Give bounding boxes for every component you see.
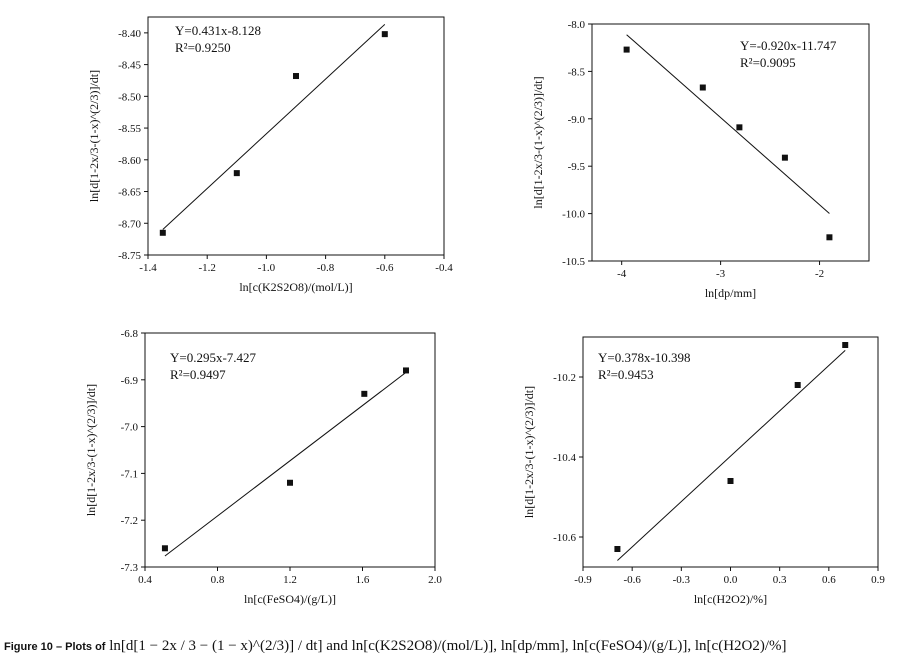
- chart-1-y-tick-label: -8.45: [118, 60, 141, 72]
- chart-4-annotation: R²=0.9453: [598, 367, 654, 382]
- chart-4-y-tick-label: -10.6: [553, 532, 576, 544]
- chart-1-data-point: [381, 31, 388, 38]
- chart-1-y-tick-label: -8.70: [118, 218, 141, 230]
- figure-caption: Figure 10 – Plots of ln[d[1 − 2x / 3 − (…: [4, 638, 897, 664]
- chart-3-y-tick-label: -7.2: [121, 515, 138, 527]
- chart-3-x-tick-label: 0.8: [211, 574, 225, 586]
- chart-3-x-axis-label: ln[c(FeSO4)/(g/L)]: [244, 592, 336, 606]
- chart-1-x-tick-label: -0.8: [317, 262, 335, 274]
- chart-3-data-point: [361, 390, 368, 397]
- chart-3-annotation: Y=0.295x-7.427: [170, 350, 257, 365]
- chart-2-plot-frame: [591, 23, 870, 262]
- chart-3-data-point: [161, 545, 168, 552]
- chart-4-data-point: [842, 342, 849, 348]
- chart-4-x-tick-label: 0.9: [871, 574, 885, 586]
- chart-3-fit-line: [164, 372, 407, 557]
- chart-1-data-point: [159, 229, 166, 236]
- chart-2-x-tick-label: -3: [716, 268, 726, 280]
- chart-4-y-tick-label: -10.4: [553, 452, 576, 464]
- chart-1-fit-line: [162, 23, 386, 230]
- chart-2-y-tick-label: -8.0: [568, 19, 586, 31]
- chart-4-x-tick-label: -0.6: [623, 574, 641, 586]
- chart-4-x-tick-label: 0.6: [822, 574, 836, 586]
- chart-1-y-tick-label: -8.55: [118, 123, 141, 135]
- chart-3-annotation: R²=0.9497: [170, 367, 226, 382]
- chart-2-data-point: [826, 234, 833, 241]
- chart-1-y-tick-label: -8.40: [118, 28, 141, 40]
- chart-3-x-tick-label: 2.0: [428, 574, 442, 586]
- chart-2-annotation: R²=0.9095: [740, 55, 796, 70]
- chart-3-x-tick-label: 1.6: [356, 574, 370, 586]
- chart-4-x-tick-label: -0.3: [673, 574, 691, 586]
- chart-1-x-tick-label: -1.2: [198, 262, 215, 274]
- chart-1-x-axis-label: ln[c(K2S2O8)/(mol/L)]: [239, 280, 352, 294]
- chart-2-x-axis-label: ln[dp/mm]: [705, 286, 756, 300]
- chart-2-y-tick-label: -10.5: [562, 256, 585, 268]
- chart-3-y-tick-label: -7.0: [121, 422, 139, 434]
- chart-2-data-point: [736, 124, 743, 131]
- chart-2-data-point: [623, 46, 630, 53]
- chart-1-y-tick-label: -8.75: [118, 250, 141, 262]
- chart-4-data-point: [614, 546, 621, 552]
- chart-1-data-point: [233, 170, 240, 177]
- chart-2-annotation: Y=-0.920x-11.747: [740, 38, 837, 53]
- chart-1-x-tick-label: -0.6: [376, 262, 394, 274]
- chart-2-y-tick-label: -8.5: [568, 66, 586, 78]
- chart-2-y-tick-label: -10.0: [562, 209, 585, 221]
- chart-4-x-tick-label: -0.9: [574, 574, 592, 586]
- chart-1-x-tick-label: -0.4: [435, 262, 453, 274]
- chart-4-y-tick-label: -10.2: [553, 372, 576, 384]
- chart-1-plot-frame: [147, 16, 445, 256]
- chart-2-x-tick-label: -2: [815, 268, 824, 280]
- chart-1-y-tick-label: -8.65: [118, 187, 141, 199]
- chart-4-annotation: Y=0.378x-10.398: [598, 350, 691, 365]
- chart-4-data-point: [727, 478, 734, 484]
- chart-2-fit-line: [626, 34, 830, 214]
- chart-1-y-tick-label: -8.50: [118, 91, 141, 103]
- chart-1-data-point: [293, 73, 299, 80]
- chart-1-y-axis-label: ln[d[1-2x/3-(1-x)^(2/3)]/dt]: [87, 70, 101, 202]
- chart-3-data-point: [403, 367, 409, 374]
- chart-1-y-tick-label: -8.60: [118, 155, 141, 167]
- chart-4-y-axis-label: ln[d[1-2x/3-(1-x)^(2/3)]/dt]: [522, 386, 536, 518]
- chart-4-data-point: [794, 382, 801, 388]
- chart-3-y-tick-label: -6.9: [121, 375, 139, 387]
- chart-2-y-tick-label: -9.5: [568, 161, 586, 173]
- chart-2-y-axis-label: ln[d[1-2x/3-(1-x)^(2/3)]/dt]: [531, 76, 545, 208]
- chart-1-annotation: Y=0.431x-8.128: [175, 23, 261, 38]
- chart-1-annotation: R²=0.9250: [175, 40, 231, 55]
- caption-lead: Figure 10 – Plots of: [4, 641, 106, 653]
- chart-1-x-tick-label: -1.4: [139, 262, 157, 274]
- chart-3-y-tick-label: -6.8: [121, 328, 139, 340]
- chart-3-y-axis-label: ln[d[1-2x/3-(1-x)^(2/3)]/dt]: [84, 384, 98, 516]
- chart-2-y-tick-label: -9.0: [568, 114, 586, 126]
- chart-2-data-point: [699, 84, 706, 91]
- chart-3-x-tick-label: 1.2: [283, 574, 297, 586]
- caption-expression: ln[d[1 − 2x / 3 − (1 − x)^(2/3)] / dt]: [109, 638, 323, 654]
- chart-2-x-tick-label: -4: [617, 268, 627, 280]
- chart-2-data-point: [781, 154, 788, 161]
- caption-and: and: [326, 638, 348, 654]
- chart-4-fit-line: [617, 349, 846, 561]
- chart-4-x-tick-label: 0.3: [773, 574, 787, 586]
- caption-items: ln[c(K2S2O8)/(mol/L)], ln[dp/mm], ln[c(F…: [351, 638, 787, 654]
- chart-3-y-tick-label: -7.1: [121, 468, 138, 480]
- chart-3-data-point: [287, 479, 293, 486]
- chart-4-x-axis-label: ln[c(H2O2)/%]: [694, 592, 767, 606]
- chart-4-x-tick-label: 0.0: [724, 574, 738, 586]
- chart-3-y-tick-label: -7.3: [121, 562, 139, 574]
- chart-1-x-tick-label: -1.0: [258, 262, 276, 274]
- chart-3-x-tick-label: 0.4: [138, 574, 152, 586]
